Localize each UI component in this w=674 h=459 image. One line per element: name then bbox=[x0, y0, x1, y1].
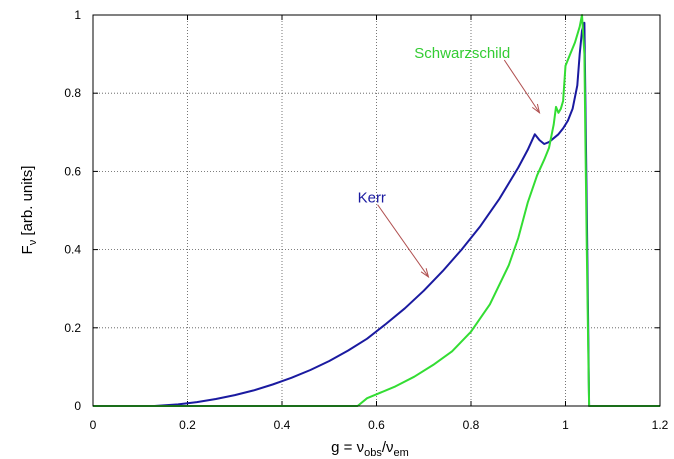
x-tick-label: 0.8 bbox=[463, 418, 480, 432]
x-tick-label: 1 bbox=[562, 418, 569, 432]
y-axis-label: Fν [arb. units] bbox=[19, 166, 39, 255]
x-tick-label: 0.2 bbox=[179, 418, 196, 432]
annotation-arrow-1 bbox=[377, 204, 429, 278]
y-tick-label: 0.8 bbox=[64, 86, 81, 100]
grid bbox=[92, 14, 661, 407]
x-tick-label: 0 bbox=[90, 418, 97, 432]
annotation-label-1: Kerr bbox=[358, 190, 386, 207]
y-tick-label: 1 bbox=[74, 8, 81, 22]
annotation-arrow-0 bbox=[503, 59, 540, 114]
y-tick-label: 0.6 bbox=[64, 164, 81, 178]
x-tick-label: 0.4 bbox=[274, 418, 291, 432]
plot-frame bbox=[92, 14, 661, 407]
y-tick-label: 0.2 bbox=[64, 321, 81, 335]
series-layer bbox=[93, 14, 660, 407]
series-line-0 bbox=[93, 21, 660, 407]
tick-labels: 0 0.2 0.4 0.6 0.8 1 1.2 0 0.2 0.4 0.6 0.8 1 bbox=[64, 8, 668, 432]
x-tick-label: 0.6 bbox=[368, 418, 385, 432]
annotation-label-0: Schwarzschild bbox=[414, 45, 510, 62]
annotation-arrowhead-0 bbox=[532, 103, 541, 114]
x-tick-label: 1.2 bbox=[652, 418, 669, 432]
series-line-1 bbox=[93, 14, 660, 407]
x-axis-label: g = νobs/νem bbox=[331, 439, 409, 459]
y-tick-label: 0.4 bbox=[64, 243, 81, 257]
annotations: Schwarzschild Kerr bbox=[358, 45, 541, 279]
y-tick-label: 0 bbox=[74, 399, 81, 413]
annotation-arrowhead-1 bbox=[420, 268, 430, 279]
